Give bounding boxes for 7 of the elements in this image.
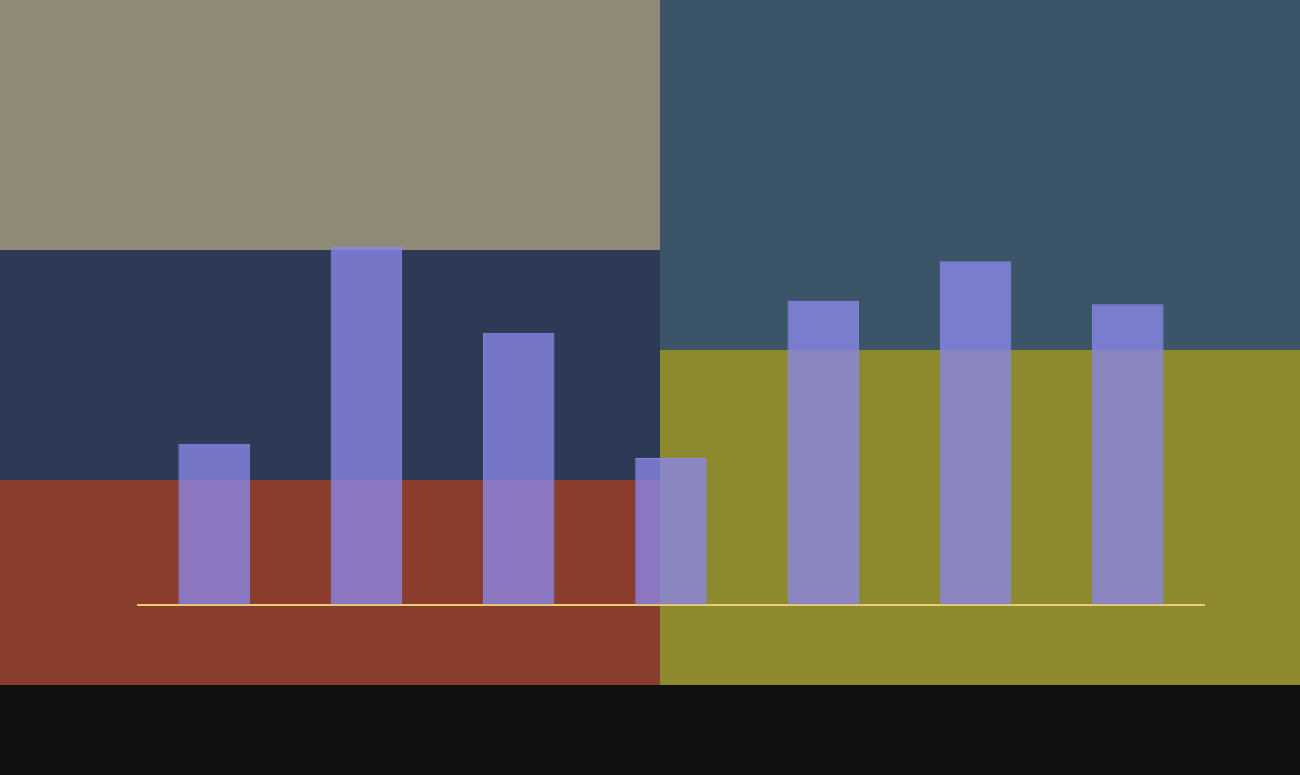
bar xyxy=(482,332,555,605)
bar xyxy=(635,457,707,605)
bar xyxy=(787,300,860,605)
bar xyxy=(939,261,1012,605)
bar xyxy=(178,443,250,605)
bar xyxy=(1092,304,1164,605)
bar xyxy=(330,247,403,605)
